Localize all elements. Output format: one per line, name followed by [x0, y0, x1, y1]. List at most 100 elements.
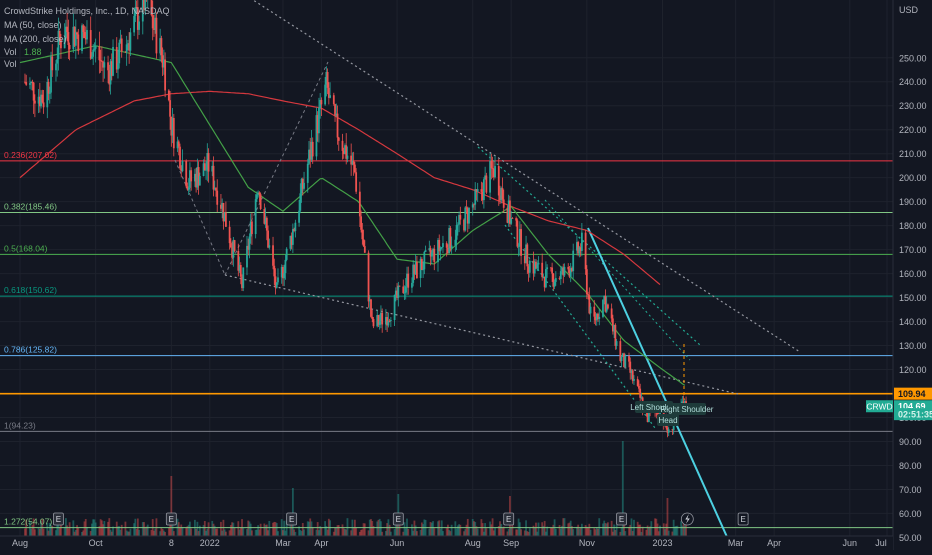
price-axis-tick: 210.00 [899, 149, 927, 159]
volume-bar [646, 525, 649, 536]
candle-body [610, 308, 613, 319]
upper-trendline-dotted[interactable] [250, 0, 801, 353]
volume-bar [267, 530, 269, 536]
candle-body [394, 290, 397, 295]
volume-bar [164, 531, 167, 536]
candle-body [285, 248, 288, 260]
volume-bar [593, 528, 596, 536]
candle-body [624, 356, 627, 368]
volume-bar [316, 522, 319, 536]
candle-body [229, 243, 232, 248]
earnings-marker[interactable]: E [616, 512, 627, 526]
volume-bar [228, 530, 231, 536]
candle-body [568, 269, 571, 277]
channel-lower[interactable] [504, 224, 656, 429]
candle-body [282, 267, 284, 279]
earnings-marker-label: E [56, 515, 61, 524]
candle-body [42, 102, 45, 108]
candle-body [259, 194, 262, 210]
candle-body [81, 25, 83, 52]
candle-body [629, 361, 632, 373]
earnings-marker[interactable]: E [392, 512, 404, 526]
candle-body [619, 341, 622, 361]
candle-body [380, 312, 382, 322]
candle-body [258, 192, 261, 195]
candle-body [666, 427, 669, 433]
candle-body [523, 255, 526, 264]
volume-bar [437, 521, 439, 536]
candle-body [33, 100, 36, 104]
volume-bar [195, 528, 198, 536]
candle-body [107, 62, 109, 71]
earnings-marker[interactable]: E [53, 512, 64, 526]
volume-bar [490, 524, 493, 536]
volume-bar [516, 529, 519, 536]
volume-bar [336, 525, 339, 536]
volume-bar [289, 523, 292, 536]
volume-bar [207, 522, 210, 536]
volume-bar [265, 524, 268, 536]
candle-body [362, 239, 365, 247]
candle-body [621, 353, 624, 357]
time-axis-tick: Mar [275, 538, 291, 548]
volume-bar [552, 524, 555, 536]
earnings-marker[interactable]: E [165, 512, 177, 526]
volume-bar [247, 520, 250, 536]
volume-bar [272, 522, 274, 536]
candle-body [385, 317, 387, 325]
candle-body [118, 42, 121, 64]
candle-body [344, 145, 346, 155]
price-axis-tick: 140.00 [899, 317, 927, 327]
earnings-marker[interactable]: E [737, 512, 749, 526]
channel-middle[interactable] [544, 199, 691, 361]
candle-body [510, 218, 513, 224]
earnings-marker[interactable]: E [286, 512, 298, 526]
candle-body [50, 56, 52, 93]
volume-bar [40, 521, 42, 536]
trend-lines[interactable] [174, 0, 801, 549]
volume-bar [380, 521, 382, 536]
candle-body [567, 266, 570, 270]
candle-body [576, 242, 578, 251]
volume-bar [205, 530, 207, 536]
candle-body [336, 113, 339, 138]
candle-body [561, 267, 563, 272]
volume-bar [94, 522, 97, 536]
volume-bar [125, 530, 128, 536]
price-axis-tick: 160.00 [899, 269, 927, 279]
left-shoulder-label: Left Shoulder [630, 401, 678, 413]
zigzag-leg-1[interactable] [174, 159, 226, 276]
volume-bar [282, 530, 284, 536]
volume-bar [187, 524, 190, 536]
earnings-marker[interactable]: E [503, 512, 515, 526]
volume-bar [42, 528, 45, 536]
volume-bar [523, 530, 526, 536]
candle-body [456, 224, 459, 226]
candle-body [588, 295, 591, 314]
volume-bar [118, 526, 121, 536]
volume-bar [238, 529, 241, 536]
volume-bar [215, 528, 217, 536]
candle-body [316, 115, 319, 134]
candle-body [423, 251, 426, 270]
descending-trendline[interactable] [587, 227, 733, 549]
candle-body [623, 353, 625, 368]
candlesticks [24, 0, 687, 438]
candle-body [459, 215, 462, 220]
candle-body [528, 260, 531, 273]
candle-body [376, 315, 379, 327]
volume-bar [254, 529, 257, 536]
volume-bar [197, 531, 200, 536]
candle-body [206, 153, 209, 170]
volume-bar [342, 528, 345, 536]
volume-bar [371, 520, 374, 536]
candle-body [179, 146, 181, 169]
time-axis-bg [0, 536, 893, 550]
volume-bar [306, 521, 309, 536]
candle-body [636, 379, 639, 386]
time-axis-tick: 2022 [200, 538, 220, 548]
split-marker[interactable] [680, 512, 694, 526]
